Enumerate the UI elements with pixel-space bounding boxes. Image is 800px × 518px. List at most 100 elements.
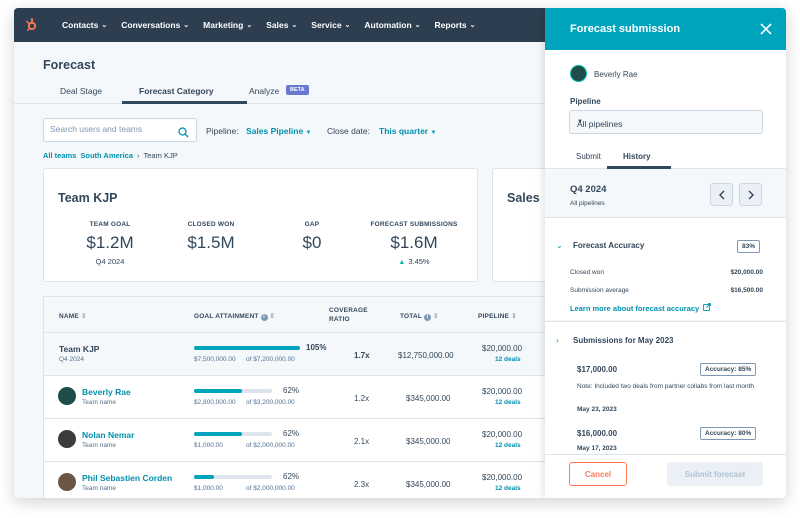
- breadcrumb-all-teams[interactable]: All teams: [43, 151, 77, 160]
- page-title: Forecast: [43, 58, 96, 72]
- tab-history[interactable]: History: [623, 152, 651, 161]
- deals-link[interactable]: 12 deals: [495, 485, 521, 492]
- sort-icon: ⇕: [511, 313, 517, 320]
- tab-deal-stage[interactable]: Deal Stage: [60, 86, 103, 96]
- tab-analyze[interactable]: Analyze: [249, 86, 280, 96]
- breadcrumb-current: Team KJP: [143, 151, 178, 160]
- pipeline-value: $20,000.00: [482, 344, 523, 353]
- deals-link[interactable]: 12 deals: [495, 442, 521, 449]
- sort-icon: ⇕: [432, 313, 439, 320]
- column-header-pipeline[interactable]: PIPELINE ⇕: [478, 313, 517, 320]
- submission-average-value: $16,500.00: [730, 287, 763, 294]
- close-date-filter-dropdown[interactable]: This quarter ▼: [379, 126, 437, 136]
- submission-date: May 17, 2023: [577, 445, 617, 452]
- nav-item-conversations[interactable]: Conversations ⌄: [121, 20, 190, 30]
- caret-down-icon: ▼: [430, 130, 437, 136]
- goal-progress-bar: [194, 475, 272, 479]
- previous-quarter-button[interactable]: [710, 183, 733, 206]
- pipeline-select[interactable]: All pipelines ▼: [569, 110, 763, 134]
- info-icon: i: [423, 314, 431, 321]
- closed-won-label: Closed won: [570, 269, 604, 276]
- submit-forecast-button[interactable]: Submit forecast: [667, 462, 763, 486]
- column-header-goal-attainment[interactable]: GOAL ATTAINMENT i ⇕: [194, 313, 276, 321]
- row-sub: Team name: [82, 442, 116, 449]
- total-value: $345,000.00: [406, 394, 451, 403]
- forecast-submission-panel: Forecast submission Beverly Rae Pipeline…: [545, 8, 786, 498]
- search-icon[interactable]: [178, 125, 189, 143]
- deals-link[interactable]: 12 deals: [495, 356, 521, 363]
- row-name[interactable]: Beverly Rae: [82, 387, 131, 397]
- chevron-down-icon: ⌄: [101, 22, 108, 29]
- submission-amount: $16,000.00: [577, 429, 618, 438]
- panel-title: Forecast submission: [570, 23, 681, 35]
- total-value: $345,000.00: [406, 437, 451, 446]
- submission-amount: $17,000.00: [577, 365, 618, 374]
- pipeline-filter-dropdown[interactable]: Sales Pipeline ▼: [246, 126, 312, 136]
- avatar: [570, 65, 587, 82]
- close-icon[interactable]: [760, 22, 772, 40]
- submissions-title[interactable]: Submissions for May 2023: [573, 336, 674, 345]
- cancel-button[interactable]: Cancel: [569, 462, 627, 486]
- nav-item-reports[interactable]: Reports ⌄: [434, 20, 476, 30]
- nav-item-automation[interactable]: Automation ⌄: [364, 20, 421, 30]
- panel-user-name: Beverly Rae: [594, 70, 638, 79]
- goal-progress-fill: [194, 475, 214, 479]
- active-tab-indicator: [122, 101, 247, 104]
- table-row[interactable]: Beverly Rae Team name 62% $2,800,000.00 …: [44, 376, 562, 419]
- table-header: NAME ⇕ GOAL ATTAINMENT i ⇕ COVERAGE RATI…: [44, 297, 562, 333]
- tab-forecast-category[interactable]: Forecast Category: [139, 86, 214, 96]
- coverage-ratio: 1.2x: [354, 394, 370, 403]
- search-box[interactable]: [43, 118, 197, 142]
- active-tab-indicator: [607, 166, 671, 169]
- breadcrumb-south-america[interactable]: South America: [80, 151, 134, 160]
- goal-percent: 62%: [283, 429, 300, 438]
- table-row[interactable]: Phil Sebastien Corden Team name 62% $1,0…: [44, 462, 562, 498]
- chevron-down-icon: ⌄: [414, 22, 421, 29]
- forecast-accuracy-section: ⌄ Forecast Accuracy 83% Closed won $20,0…: [545, 217, 786, 320]
- column-header-coverage[interactable]: COVERAGE: [329, 307, 368, 314]
- submission-average-label: Submission average: [570, 287, 629, 294]
- tab-submit[interactable]: Submit: [576, 152, 601, 161]
- trend-up-icon: ▲: [398, 259, 406, 266]
- table-row[interactable]: Team KJP Q4 2024 105% $7,500,000.00 of $…: [44, 333, 562, 376]
- accuracy-title[interactable]: Forecast Accuracy: [573, 241, 645, 250]
- nav-item-sales[interactable]: Sales ⌄: [266, 20, 298, 30]
- column-header-ratio[interactable]: RATIO: [329, 316, 350, 323]
- goal-target: of $2,000,000.00: [246, 485, 295, 492]
- chevron-right-icon[interactable]: ›: [556, 336, 559, 345]
- pipeline-value: $20,000.00: [482, 473, 523, 482]
- column-header-name[interactable]: NAME ⇕: [59, 313, 87, 320]
- pipeline-value: $20,000.00: [482, 430, 523, 439]
- hubspot-logo-icon[interactable]: [14, 8, 48, 42]
- avatar: [58, 430, 76, 448]
- chevron-down-icon[interactable]: ⌄: [556, 241, 563, 250]
- caret-down-icon: ▼: [577, 119, 583, 125]
- coverage-ratio: 1.7x: [354, 351, 370, 360]
- goal-target: of $7,200,000.00: [246, 356, 295, 363]
- breadcrumb: All teams South America › Team KJP: [43, 151, 178, 160]
- card-title: Team KJP: [58, 191, 118, 205]
- goal-achieved: $1,000.00: [194, 485, 223, 492]
- team-summary-card: Team KJP TEAM GOAL $1.2M Q4 2024 CLOSED …: [43, 168, 478, 282]
- next-quarter-button[interactable]: [739, 183, 762, 206]
- panel-footer: Cancel Submit forecast: [545, 454, 786, 498]
- nav-item-contacts[interactable]: Contacts ⌄: [62, 20, 108, 30]
- chevron-down-icon: ⌄: [183, 22, 190, 29]
- chevron-down-icon: ⌄: [246, 22, 253, 29]
- stat-closed-won: CLOSED WON $1.5M: [187, 221, 235, 252]
- goal-percent: 62%: [283, 386, 300, 395]
- table-row[interactable]: Nolan Nemar Team name 62% $1,000.00 of $…: [44, 419, 562, 462]
- row-name[interactable]: Phil Sebastien Corden: [82, 473, 173, 483]
- nav-item-service[interactable]: Service ⌄: [311, 20, 351, 30]
- panel-header: Forecast submission: [545, 8, 786, 50]
- caret-down-icon: ▼: [305, 130, 312, 136]
- column-header-total[interactable]: TOTAL i ⇕: [400, 313, 439, 321]
- deals-link[interactable]: 12 deals: [495, 399, 521, 406]
- avatar: [58, 473, 76, 491]
- goal-achieved: $1,000.00: [194, 442, 223, 449]
- search-input[interactable]: [50, 124, 170, 134]
- row-name[interactable]: Nolan Nemar: [82, 430, 135, 440]
- goal-progress-bar: [194, 346, 300, 350]
- nav-item-marketing[interactable]: Marketing ⌄: [203, 20, 253, 30]
- learn-more-link[interactable]: Learn more about forecast accuracy: [570, 303, 712, 313]
